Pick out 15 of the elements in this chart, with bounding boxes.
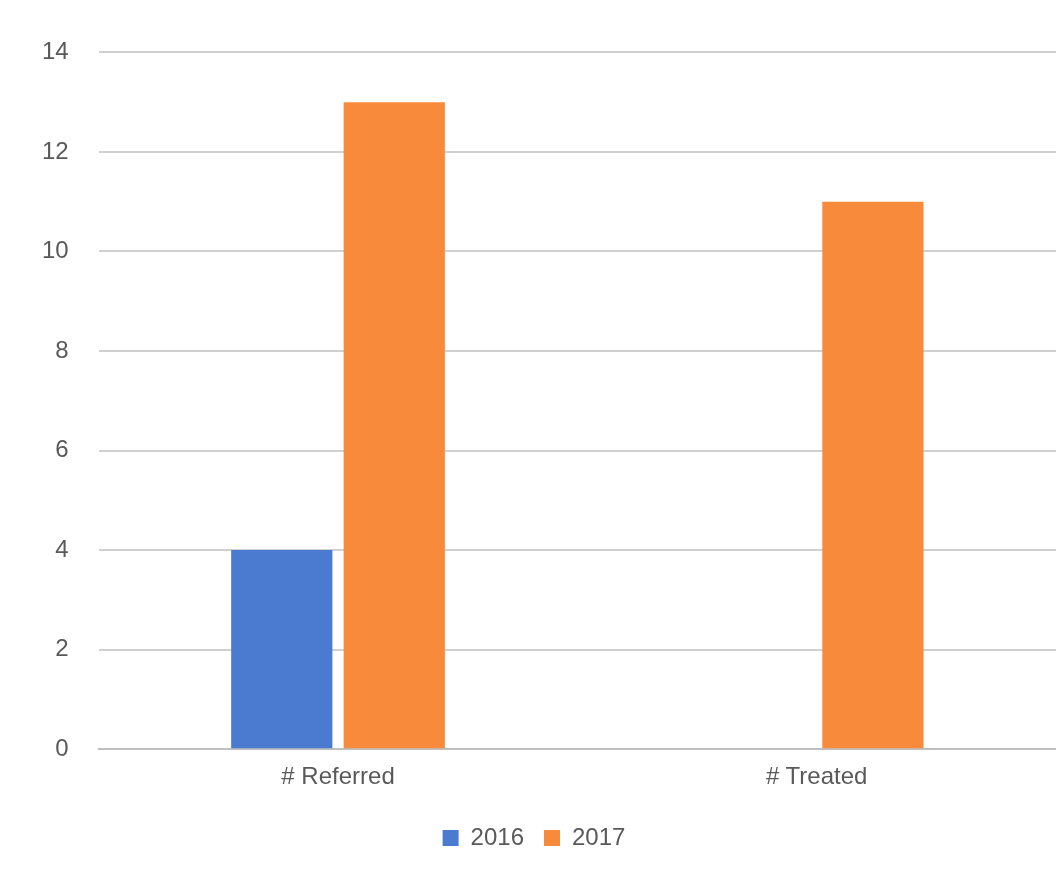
bar xyxy=(822,201,924,749)
legend-label: 2017 xyxy=(572,822,626,850)
bar xyxy=(343,102,445,749)
y-tick-label: 14 xyxy=(41,37,69,65)
y-tick-label: 6 xyxy=(55,435,69,463)
y-tick-label: 4 xyxy=(55,534,69,562)
y-tick-label: 12 xyxy=(41,136,69,164)
y-tick-label: 8 xyxy=(55,335,69,363)
x-tick-label: # Referred xyxy=(281,762,395,790)
x-tick-label: # Treated xyxy=(765,762,868,790)
y-tick-label: 2 xyxy=(55,634,69,662)
y-tick-label: 10 xyxy=(41,236,69,264)
bar xyxy=(231,550,333,749)
y-tick-label: 0 xyxy=(55,733,69,761)
legend-label: 2016 xyxy=(470,822,524,850)
